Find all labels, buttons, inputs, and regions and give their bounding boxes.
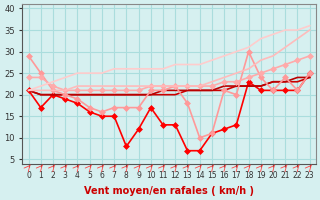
X-axis label: Vent moyen/en rafales ( km/h ): Vent moyen/en rafales ( km/h ): [84, 186, 254, 196]
